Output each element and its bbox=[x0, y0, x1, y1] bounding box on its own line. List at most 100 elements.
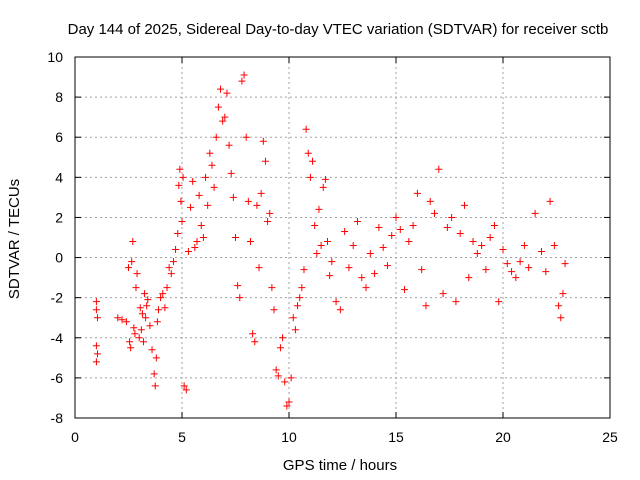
data-point bbox=[208, 161, 216, 169]
data-point bbox=[251, 338, 259, 346]
data-point bbox=[144, 296, 152, 304]
data-point bbox=[232, 234, 239, 241]
data-point bbox=[259, 137, 267, 145]
data-point bbox=[234, 282, 242, 290]
data-point bbox=[206, 149, 214, 157]
data-point bbox=[187, 203, 195, 211]
data-point bbox=[546, 197, 554, 205]
x-tick-label: 20 bbox=[495, 429, 511, 445]
data-point bbox=[287, 374, 295, 382]
data-point bbox=[512, 274, 520, 282]
data-point bbox=[362, 284, 370, 292]
data-point bbox=[133, 270, 141, 278]
data-point bbox=[550, 242, 558, 250]
data-point bbox=[341, 227, 349, 235]
data-point bbox=[321, 175, 329, 183]
data-point bbox=[154, 306, 162, 314]
data-point bbox=[143, 302, 151, 310]
data-point bbox=[122, 318, 130, 326]
data-point bbox=[490, 221, 498, 229]
data-point bbox=[229, 193, 237, 201]
data-point bbox=[191, 244, 199, 252]
data-point bbox=[151, 382, 159, 390]
data-point bbox=[270, 306, 278, 314]
data-point bbox=[298, 284, 306, 292]
data-point bbox=[197, 221, 205, 229]
data-point bbox=[274, 372, 282, 380]
data-point bbox=[304, 149, 312, 157]
data-point bbox=[405, 238, 413, 246]
data-point bbox=[302, 125, 310, 133]
chart-title: Day 144 of 2025, Sidereal Day-to-day VTE… bbox=[68, 21, 609, 38]
data-point bbox=[366, 250, 374, 258]
data-point bbox=[557, 314, 565, 322]
data-point bbox=[392, 213, 400, 221]
data-point bbox=[138, 310, 146, 318]
data-point bbox=[328, 258, 336, 266]
data-point bbox=[460, 201, 468, 209]
data-point bbox=[175, 181, 183, 189]
data-point bbox=[276, 344, 284, 352]
data-point bbox=[555, 302, 563, 310]
data-point bbox=[503, 260, 511, 268]
data-point bbox=[388, 231, 396, 239]
data-point bbox=[431, 209, 439, 217]
data-point bbox=[159, 290, 167, 298]
data-point bbox=[174, 229, 182, 237]
data-point bbox=[150, 370, 158, 378]
data-point bbox=[272, 366, 280, 374]
data-point bbox=[345, 264, 353, 272]
data-point bbox=[309, 157, 317, 165]
data-point bbox=[531, 209, 539, 217]
data-point bbox=[148, 346, 156, 354]
data-points bbox=[92, 71, 569, 410]
data-point bbox=[439, 290, 447, 298]
data-point bbox=[244, 197, 252, 205]
data-point bbox=[161, 304, 169, 312]
data-point bbox=[212, 133, 220, 141]
y-tick-label: 4 bbox=[55, 169, 63, 185]
data-point bbox=[520, 242, 528, 250]
data-point bbox=[294, 302, 302, 310]
data-point bbox=[249, 330, 257, 338]
data-point bbox=[92, 342, 100, 350]
data-point bbox=[313, 250, 321, 258]
data-point bbox=[127, 344, 135, 352]
data-point bbox=[448, 213, 456, 221]
data-point bbox=[349, 242, 357, 250]
data-point bbox=[184, 248, 192, 256]
data-point bbox=[255, 264, 263, 272]
data-point bbox=[92, 358, 100, 366]
data-point bbox=[289, 314, 297, 322]
y-tick-label: 2 bbox=[55, 209, 63, 225]
data-point bbox=[465, 274, 473, 282]
data-point bbox=[353, 217, 361, 225]
x-tick-label: 25 bbox=[602, 429, 618, 445]
x-tick-labels: 0 5 10 15 20 25 bbox=[71, 429, 618, 445]
data-point bbox=[214, 103, 222, 111]
x-tick-label: 5 bbox=[178, 429, 186, 445]
data-point bbox=[319, 183, 327, 191]
data-point bbox=[179, 173, 187, 181]
data-point bbox=[242, 133, 250, 141]
data-point bbox=[473, 250, 481, 258]
data-point bbox=[217, 85, 225, 93]
data-point bbox=[375, 223, 383, 231]
data-point bbox=[131, 330, 139, 338]
data-point bbox=[559, 290, 567, 298]
data-point bbox=[396, 225, 404, 233]
data-point bbox=[478, 242, 486, 250]
data-point bbox=[92, 306, 100, 314]
data-point bbox=[193, 238, 201, 246]
data-point bbox=[210, 183, 218, 191]
data-point bbox=[125, 264, 132, 272]
y-tick-label: -4 bbox=[51, 330, 64, 346]
data-point bbox=[236, 294, 244, 302]
data-point bbox=[182, 386, 190, 394]
data-point bbox=[240, 71, 248, 79]
data-point bbox=[253, 201, 261, 209]
data-point bbox=[281, 378, 289, 386]
data-point bbox=[132, 284, 140, 292]
grid-lines bbox=[75, 57, 610, 418]
data-point bbox=[227, 169, 235, 177]
